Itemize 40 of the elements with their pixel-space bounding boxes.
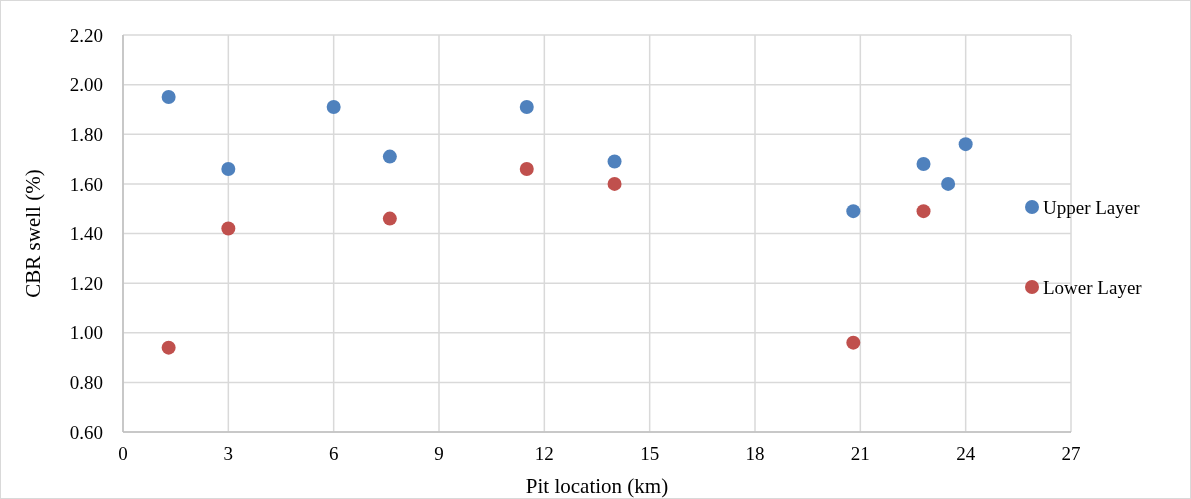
point [161,90,176,105]
point [382,149,397,164]
point [916,204,931,219]
y-tick-label: 0.80 [69,372,103,394]
x-tick-label: 12 [534,443,554,464]
x-tick-label: 27 [1061,443,1081,464]
point [519,161,534,176]
y-tick-label: 1.20 [69,272,103,294]
x-tick-label: 21 [850,443,870,464]
x-tick-label: 18 [745,443,765,464]
y-tick-label: 1.00 [69,322,103,344]
x-tick-label: 6 [328,443,339,464]
point [326,99,341,114]
point [607,154,622,169]
point [221,161,236,176]
y-tick-label: 1.80 [69,123,103,145]
x-tick-label: 15 [640,443,660,464]
x-tick-label: 0 [118,443,128,464]
y-tick-label: 1.40 [69,223,103,245]
y-axis-title: CBR swell (%) [21,169,45,298]
point [916,157,931,172]
point [519,99,534,114]
x-tick-label: 24 [956,443,976,464]
x-axis-title: Pit location (km) [525,474,669,498]
point [607,176,622,191]
y-tick-label: 2.00 [69,74,103,96]
point [846,204,861,219]
y-tick-label: 1.60 [69,173,103,195]
point [958,137,973,152]
point [941,176,956,191]
y-tick-label: 2.20 [69,24,103,46]
point [161,340,176,355]
x-tick-label: 9 [434,443,444,464]
point [221,221,236,236]
point [846,335,861,350]
x-tick-label: 3 [223,443,234,464]
point [382,211,397,226]
legend-label: Lower Layer [1043,276,1143,298]
legend-label: Upper Layer [1043,196,1141,218]
y-tick-label: 0.60 [69,421,103,443]
